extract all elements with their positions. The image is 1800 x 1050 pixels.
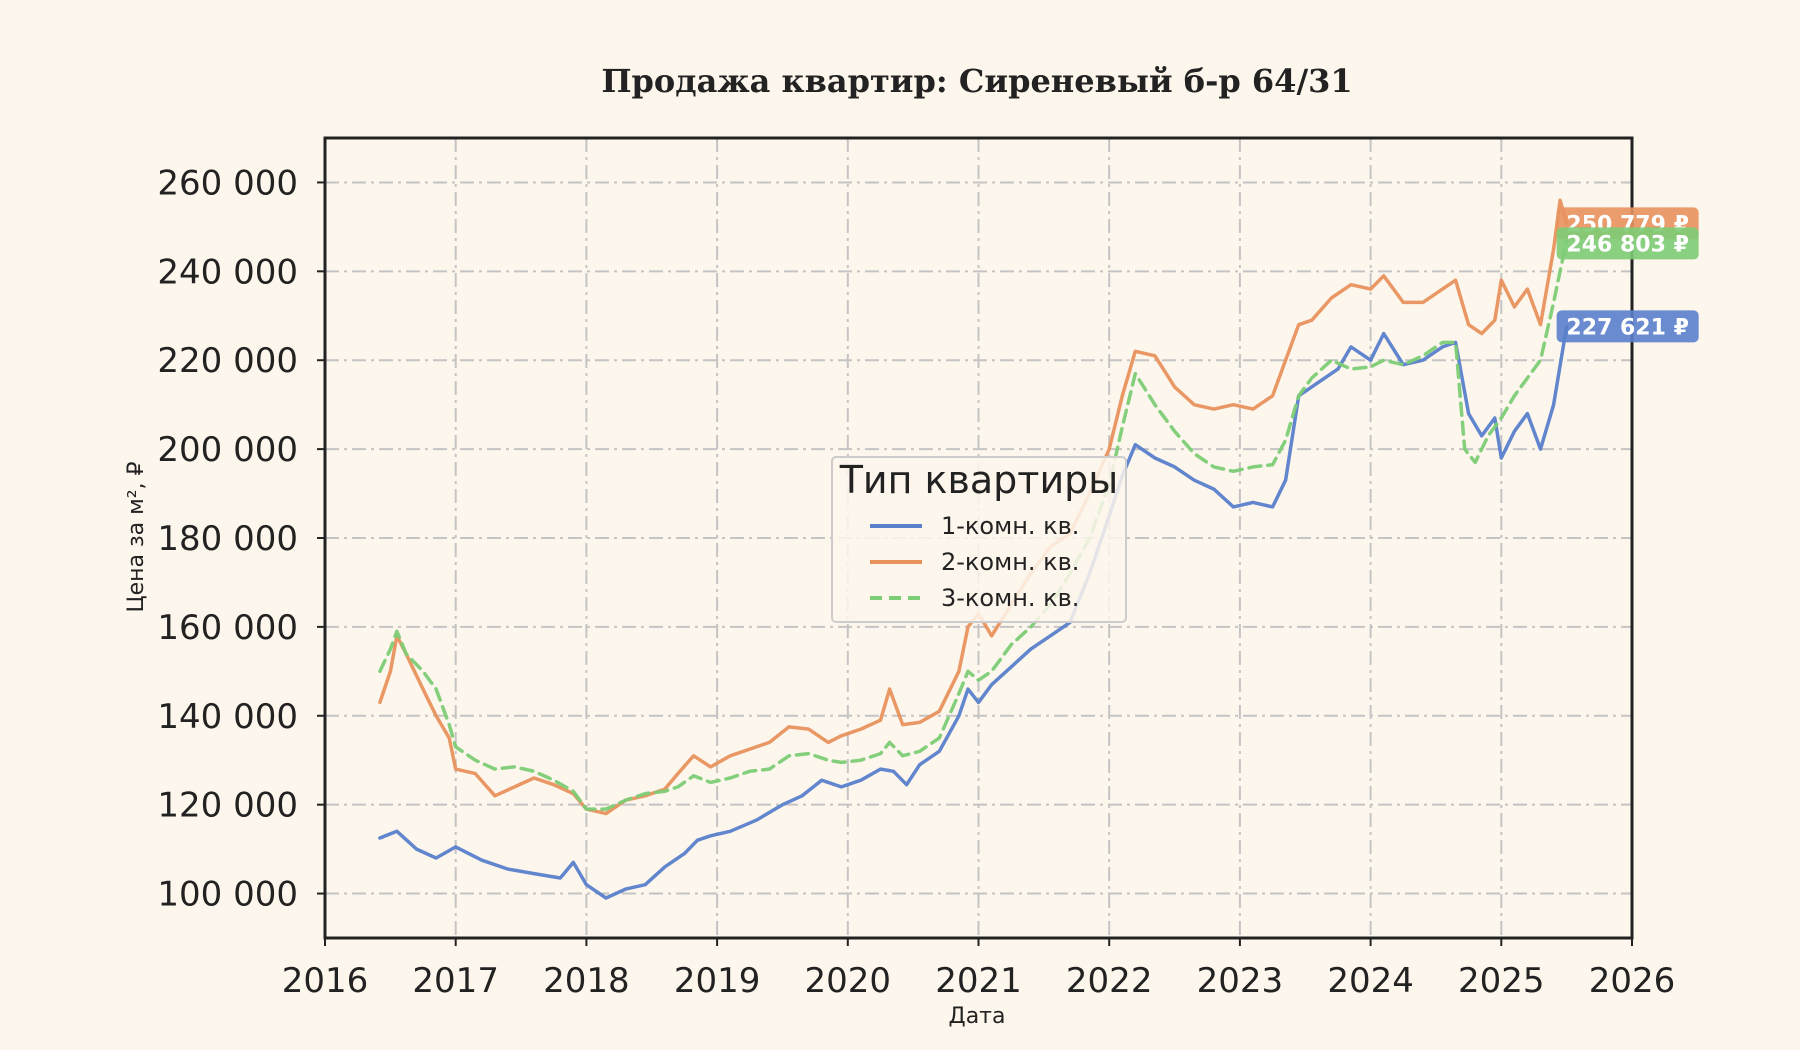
- x-tick-label: 2016: [282, 961, 369, 1001]
- legend-title: Тип квартиры: [839, 458, 1119, 502]
- y-tick-label: 100 000: [157, 875, 298, 915]
- legend-items: 1-комн. кв. 2-комн. кв. 3-комн. кв.: [870, 512, 1079, 612]
- chart-title: Продажа квартир: Сиреневый б-р 64/31: [601, 62, 1352, 100]
- x-axis-label: Дата: [949, 1004, 1006, 1029]
- legend-label: 1-комн. кв.: [941, 512, 1079, 540]
- end-labels: 250 779 ₽246 803 ₽227 621 ₽: [1556, 207, 1699, 343]
- end-label-text: 227 621 ₽: [1566, 315, 1688, 340]
- x-tick-label: 2022: [1066, 961, 1153, 1001]
- series-line-3: [378, 239, 1569, 811]
- x-axis: 2016 2017 2018 2019 2020 2021 2022 2023 2024 2025…: [282, 938, 1676, 1001]
- x-tick-label: 2021: [935, 961, 1022, 1001]
- y-tick-label: 260 000: [157, 163, 298, 203]
- y-tick-label: 180 000: [157, 519, 298, 559]
- series-line-1: [378, 324, 1569, 900]
- x-tick-label: 2018: [543, 961, 630, 1001]
- y-tick-label: 240 000: [157, 252, 298, 292]
- x-tick-label: 2020: [805, 961, 892, 1001]
- legend-box: [831, 456, 1127, 623]
- y-tick-label: 140 000: [157, 697, 298, 737]
- x-tick-label: 2026: [1589, 961, 1676, 1001]
- y-tick-label: 160 000: [157, 608, 298, 648]
- end-label-box: [1556, 310, 1699, 343]
- y-tick-label: 120 000: [157, 786, 298, 826]
- legend-label: 2-комн. кв.: [941, 548, 1079, 576]
- x-tick-label: 2025: [1458, 961, 1545, 1001]
- x-tick-label: 2024: [1327, 961, 1414, 1001]
- legend[interactable]: Тип квартиры 1-комн. кв. 2-комн. кв. 3-ком…: [831, 456, 1127, 623]
- x-tick-label: 2019: [674, 961, 761, 1001]
- y-axis-label: Цена за м², ₽: [124, 461, 149, 612]
- x-tick-label: 2017: [412, 961, 499, 1001]
- y-axis: 100 000 120 000 140 000 160 000 180 000 200 0…: [157, 163, 325, 915]
- end-label-box: [1556, 227, 1699, 260]
- y-tick-label: 200 000: [157, 430, 298, 470]
- y-tick-label: 220 000: [157, 341, 298, 381]
- x-tick-label: 2023: [1197, 961, 1284, 1001]
- legend-label: 3-комн. кв.: [941, 584, 1079, 612]
- end-label-text: 246 803 ₽: [1566, 232, 1688, 257]
